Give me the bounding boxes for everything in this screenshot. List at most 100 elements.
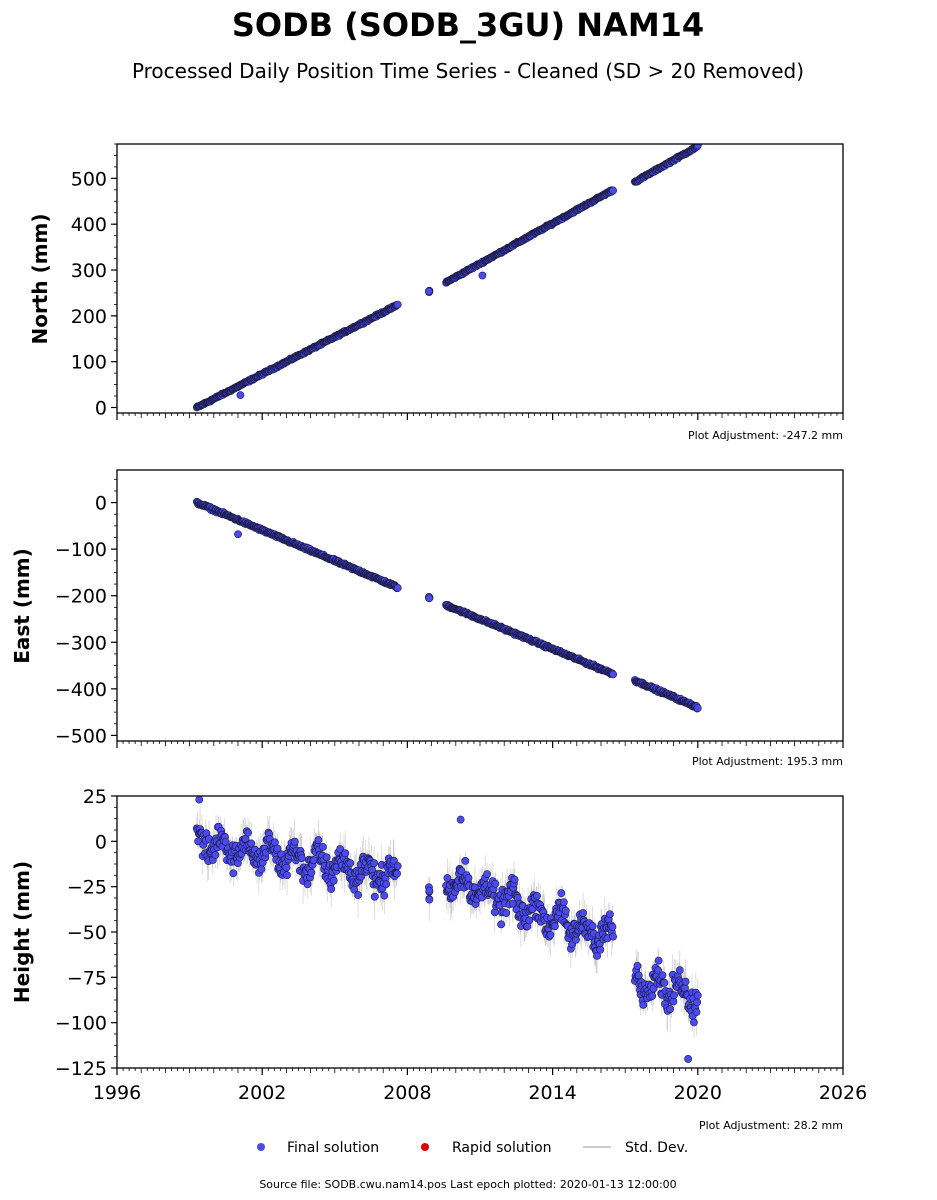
y-axis-label: North (mm) [28,213,52,344]
data-point [425,594,434,603]
data-point [606,910,614,919]
data-point [588,922,597,930]
data-point [393,862,402,870]
y-tick-label: 0 [95,398,107,420]
y-tick-label: 0 [95,493,107,515]
data-point [634,971,643,980]
data-point [533,892,541,900]
data-point [609,186,617,195]
data-point [510,875,519,884]
legend-rapid-marker [421,1143,429,1151]
data-point [666,1005,675,1013]
data-point [282,863,291,872]
data-point [370,892,379,901]
y-axis-label: Height (mm) [10,861,34,1003]
data-point [303,880,312,889]
y-tick-label: −50 [67,922,107,944]
data-point [675,966,684,975]
data-point [561,906,570,915]
data-point [693,704,702,713]
outlier-point [478,271,487,280]
data-point [310,856,318,865]
y-tick-label: −25 [67,877,107,899]
data-point [290,837,299,846]
data-point [425,886,434,895]
data-point [341,849,350,858]
data-point [327,885,336,893]
data-point [483,870,491,879]
plot-adjustment: Plot Adjustment: -247.2 mm [688,429,843,442]
data-point [425,895,434,904]
data-point [670,991,678,1000]
data-point [658,971,667,980]
data-point [393,300,402,309]
y-tick-label: 500 [71,168,107,190]
data-point [273,844,282,853]
data-point [693,998,702,1007]
data-point [457,867,466,875]
y-tick-label: −200 [55,586,107,608]
data-point [681,977,690,986]
panel-3: −125 −100 −75 −50 −25 0 25 1996 2002 2008 2014 2020… [10,786,867,1132]
data-point [283,871,291,880]
data-point [654,956,663,965]
data-point [593,952,602,960]
data-point [690,1018,698,1027]
y-tick-label: 300 [71,260,107,282]
y-tick-label: −100 [55,1013,107,1035]
series-final-solution [192,497,702,713]
data-point [247,839,256,848]
data-point [380,891,389,900]
y-tick-label: −125 [55,1058,107,1080]
plot-adjustment: Plot Adjustment: 195.3 mm [692,755,843,768]
y-tick-label: 25 [83,786,107,808]
outlier-point [195,796,204,804]
data-point [329,876,338,885]
data-point [307,868,316,877]
y-tick-label: −500 [55,725,107,747]
outlier-point [456,815,465,824]
data-point [354,891,362,899]
x-tick-label: 2026 [819,1082,867,1104]
data-point [609,932,617,941]
outlier-point [236,391,245,400]
data-point [464,874,473,882]
data-point [692,1008,701,1017]
data-point [693,991,702,1000]
x-tick-label: 2002 [238,1082,286,1104]
data-point [550,922,559,931]
y-tick-label: −75 [67,967,107,989]
data-point [525,916,534,925]
data-point [609,670,617,679]
x-tick-label: 2008 [383,1082,431,1104]
data-point [502,909,511,917]
plot-adjustment: Plot Adjustment: 28.2 mm [699,1119,843,1132]
data-point [244,828,252,837]
data-point [491,879,500,888]
final-solution-points [192,497,702,713]
y-tick-label: −300 [55,632,107,654]
data-point [633,962,642,970]
legend-rapid-label: Rapid solution [452,1140,552,1156]
panel-2: −500 −400 −300 −200 −100 0 East (mm) Plot Adjus… [10,469,844,768]
y-tick-label: −400 [55,679,107,701]
y-tick-label: 0 [95,831,107,853]
data-point [393,584,402,592]
data-point [557,889,566,898]
data-point [648,992,657,1000]
data-point [424,287,433,296]
final-solution-points [192,144,702,412]
data-point [443,874,452,882]
legend-final-marker [257,1143,265,1151]
data-point [389,856,398,865]
data-point [257,865,266,874]
data-point [318,842,327,851]
data-point [693,144,702,150]
y-tick-label: 400 [71,214,107,236]
y-tick-label: −100 [55,539,107,561]
outlier-point [234,530,242,539]
data-point [461,857,470,865]
y-tick-label: 100 [71,352,107,374]
data-point [579,909,587,917]
